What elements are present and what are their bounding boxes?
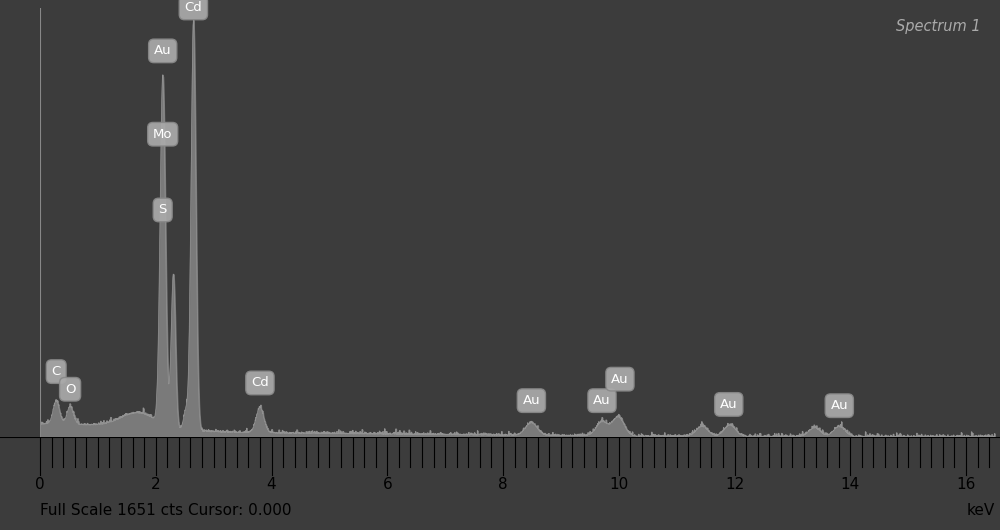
Text: 4: 4 <box>267 477 276 492</box>
Text: Au: Au <box>523 394 540 407</box>
Text: 16: 16 <box>956 477 976 492</box>
Text: 2: 2 <box>151 477 161 492</box>
Text: Cd: Cd <box>251 376 269 390</box>
Text: Mo: Mo <box>153 128 172 140</box>
Text: O: O <box>65 383 75 396</box>
Text: 0: 0 <box>35 477 45 492</box>
Text: Spectrum 1: Spectrum 1 <box>896 19 981 34</box>
Text: Au: Au <box>154 45 172 57</box>
Text: 8: 8 <box>498 477 508 492</box>
Text: 6: 6 <box>382 477 392 492</box>
Text: Cd: Cd <box>185 2 202 14</box>
Text: Full Scale 1651 cts Cursor: 0.000: Full Scale 1651 cts Cursor: 0.000 <box>40 502 292 518</box>
Text: 10: 10 <box>609 477 628 492</box>
Text: Au: Au <box>611 373 629 386</box>
Text: Au: Au <box>830 399 848 412</box>
Text: keV: keV <box>967 502 995 518</box>
Text: C: C <box>52 365 61 378</box>
Text: Au: Au <box>593 394 611 407</box>
Text: 12: 12 <box>725 477 744 492</box>
Text: 14: 14 <box>841 477 860 492</box>
Text: S: S <box>159 204 167 216</box>
Text: Au: Au <box>720 398 738 411</box>
